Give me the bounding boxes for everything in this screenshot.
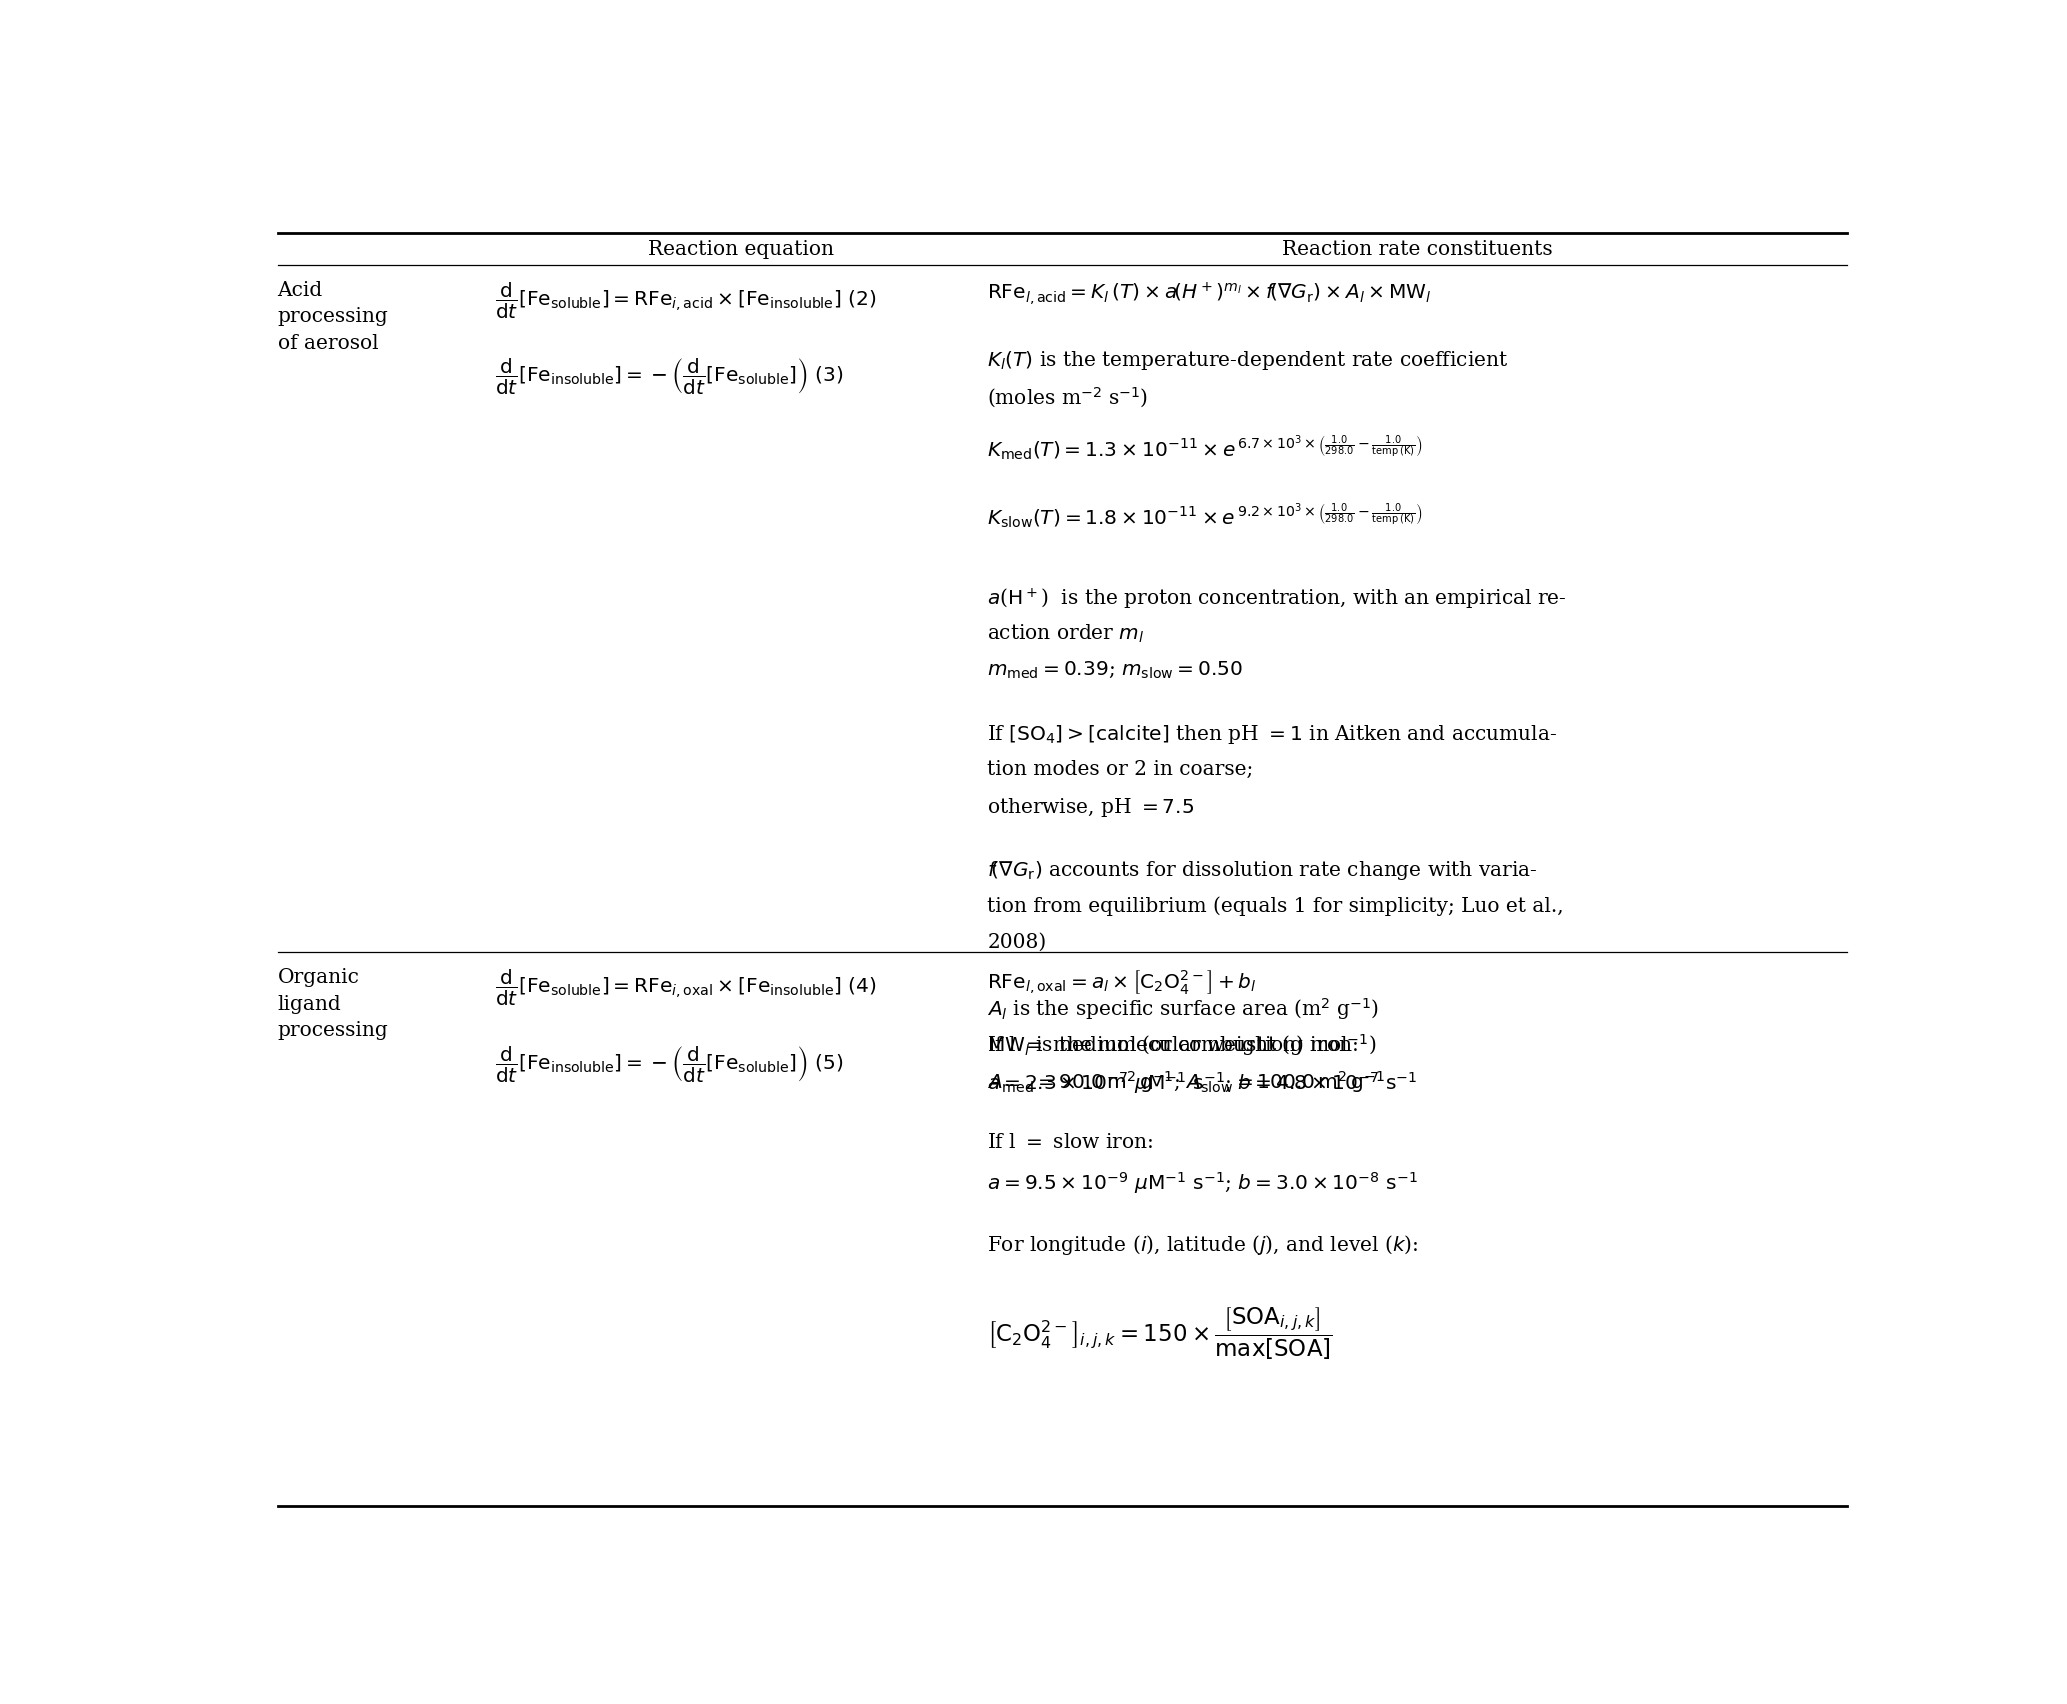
Text: $\dfrac{\mathrm{d}}{\mathrm{d}t}\left[\mathrm{Fe}_\mathrm{insoluble}\right] = -\: $\dfrac{\mathrm{d}}{\mathrm{d}t}\left[\m… bbox=[496, 1045, 843, 1084]
Text: $f\!\left(\nabla G_\mathrm{r}\right)$ accounts for dissolution rate change with : $f\!\left(\nabla G_\mathrm{r}\right)$ ac… bbox=[988, 859, 1538, 883]
Text: tion from equilibrium (equals 1 for simplicity; Luo et al.,: tion from equilibrium (equals 1 for simp… bbox=[988, 896, 1565, 915]
Text: $\dfrac{\mathrm{d}}{\mathrm{d}t}\left[\mathrm{Fe}_\mathrm{insoluble}\right] = -\: $\dfrac{\mathrm{d}}{\mathrm{d}t}\left[\m… bbox=[496, 356, 843, 397]
Text: $\dfrac{\mathrm{d}}{\mathrm{d}t}\left[\mathrm{Fe}_\mathrm{soluble}\right] = \mat: $\dfrac{\mathrm{d}}{\mathrm{d}t}\left[\m… bbox=[496, 968, 876, 1009]
Text: $a = 2.3 \times 10^{-7}\ \mu\mathrm{M}^{-1}\ \mathrm{s}^{-1}$; $b = 4.8 \times 1: $a = 2.3 \times 10^{-7}\ \mu\mathrm{M}^{… bbox=[988, 1070, 1418, 1096]
Text: $a$($\mathrm{H}^+$)  is the proton concentration, with an empirical re-: $a$($\mathrm{H}^+$) is the proton concen… bbox=[988, 586, 1567, 612]
Text: $m_\mathrm{med} = 0.39$; $m_\mathrm{slow} = 0.50$: $m_\mathrm{med} = 0.39$; $m_\mathrm{slow… bbox=[988, 659, 1242, 680]
Text: $\mathrm{RFe}_{l,\mathrm{acid}} = K_l\,(T) \times a\!\left(H^+\right)^{m_l} \tim: $\mathrm{RFe}_{l,\mathrm{acid}} = K_l\,(… bbox=[988, 281, 1432, 308]
Text: $a = 9.5 \times 10^{-9}\ \mu\mathrm{M}^{-1}\ \mathrm{s}^{-1}$; $b = 3.0 \times 1: $a = 9.5 \times 10^{-9}\ \mu\mathrm{M}^{… bbox=[988, 1171, 1418, 1196]
Text: $K_\mathrm{slow}(T) = 1.8 \times 10^{-11} \times e^{\,9.2\times10^3\times\left(\: $K_\mathrm{slow}(T) = 1.8 \times 10^{-11… bbox=[988, 501, 1422, 530]
Text: $\mathrm{MW}_l$ is the molecular weight (g mol$^{-1}$): $\mathrm{MW}_l$ is the molecular weight … bbox=[988, 1033, 1377, 1058]
Text: If l $=$ slow iron:: If l $=$ slow iron: bbox=[988, 1133, 1153, 1152]
Text: $K_l(T)$ is the temperature-dependent rate coefficient: $K_l(T)$ is the temperature-dependent ra… bbox=[988, 349, 1509, 371]
Text: Organic
ligand
processing: Organic ligand processing bbox=[277, 968, 389, 1039]
Text: If l $=$ medium (or combustion) iron:: If l $=$ medium (or combustion) iron: bbox=[988, 1034, 1358, 1056]
Text: If $\left[\mathrm{SO_4}\right] > \left[\mathrm{calcite}\right]$ then pH $= 1$ in: If $\left[\mathrm{SO_4}\right] > \left[\… bbox=[988, 722, 1556, 746]
Text: $\mathrm{RFe}_{l,\mathrm{oxal}} = a_l \times \left[\mathrm{C_2O_4^{2-}}\right] +: $\mathrm{RFe}_{l,\mathrm{oxal}} = a_l \t… bbox=[988, 968, 1257, 997]
Text: Reaction rate constituents: Reaction rate constituents bbox=[1282, 240, 1552, 259]
Text: otherwise, pH $= 7.5$: otherwise, pH $= 7.5$ bbox=[988, 796, 1195, 820]
Text: $\left[\mathrm{C_2O_4^{2-}}\right]_{i,j,k} = 150 \times \dfrac{\left[\mathrm{SOA: $\left[\mathrm{C_2O_4^{2-}}\right]_{i,j,… bbox=[988, 1305, 1333, 1361]
Text: 2008): 2008) bbox=[988, 932, 1046, 953]
Text: Reaction equation: Reaction equation bbox=[649, 240, 835, 259]
Text: $K_\mathrm{med}(T) = 1.3 \times 10^{-11} \times e^{\,6.7\times10^3\times\left(\f: $K_\mathrm{med}(T) = 1.3 \times 10^{-11}… bbox=[988, 433, 1422, 462]
Text: $A_\mathrm{med} = 90.0\,\mathrm{m}^2\,\mathrm{g}^{-1}$; $A_\mathrm{slow} = 100.0: $A_\mathrm{med} = 90.0\,\mathrm{m}^2\,\m… bbox=[988, 1068, 1385, 1096]
Text: tion modes or 2 in coarse;: tion modes or 2 in coarse; bbox=[988, 760, 1253, 779]
Text: Acid
processing
of aerosol: Acid processing of aerosol bbox=[277, 281, 389, 353]
Text: $A_l$ is the specific surface area (m$^2$ g$^{-1}$): $A_l$ is the specific surface area (m$^2… bbox=[988, 995, 1379, 1022]
Text: (moles m$^{-2}$ s$^{-1}$): (moles m$^{-2}$ s$^{-1}$) bbox=[988, 385, 1149, 411]
Text: $\dfrac{\mathrm{d}}{\mathrm{d}t}\left[\mathrm{Fe}_\mathrm{soluble}\right] = \mat: $\dfrac{\mathrm{d}}{\mathrm{d}t}\left[\m… bbox=[496, 281, 876, 320]
Text: For longitude ($i$), latitude ($j$), and level ($k$):: For longitude ($i$), latitude ($j$), and… bbox=[988, 1234, 1418, 1258]
Text: action order $m_l$: action order $m_l$ bbox=[988, 624, 1145, 646]
